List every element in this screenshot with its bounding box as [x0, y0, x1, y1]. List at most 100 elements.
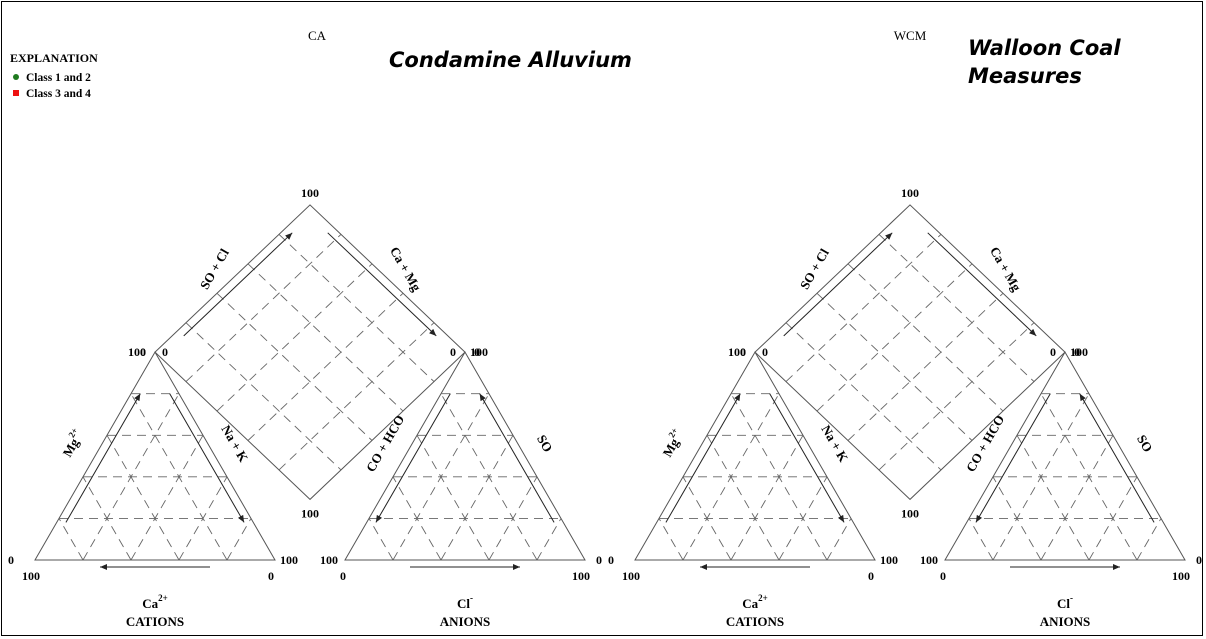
anion-triangle: [344, 351, 586, 561]
arrowhead: [975, 514, 983, 523]
legend-label-class34: Class 3 and 4: [26, 88, 91, 100]
arrowhead: [885, 232, 893, 240]
cation-label: CATIONS: [126, 614, 184, 629]
panel-title-wcm-line1: Walloon Coal: [968, 36, 1121, 60]
grid-line: [878, 322, 1035, 471]
arrowhead: [700, 564, 707, 570]
central-diamond: [754, 204, 1066, 501]
grid-line: [785, 234, 942, 382]
legend-marker-class34: [13, 90, 19, 96]
tick-cation-top-left: 100: [128, 345, 146, 359]
so4-cl-axis-arrow: [183, 232, 293, 337]
grid-line: [706, 435, 780, 561]
grid-line: [847, 292, 1004, 441]
tick-anion-top-right: 100: [470, 345, 488, 359]
central-diamond: [154, 204, 466, 501]
grid-line: [185, 234, 342, 382]
tick-anion-bottom-right: 0: [596, 553, 602, 567]
grid-line: [1016, 435, 1090, 561]
grid-line: [968, 518, 994, 561]
grid-line: [130, 435, 204, 561]
ca-mg-axis-arrow: [327, 232, 437, 337]
so4-cl-axis-label: SO + Cl: [797, 246, 832, 292]
grid-line: [440, 393, 538, 561]
ca-mg-axis-label: Ca + Mg: [387, 244, 425, 294]
ca-mg-axis-label: Ca + Mg: [987, 244, 1025, 294]
tick-diamond-right: 0: [474, 345, 480, 359]
grid-line: [730, 435, 804, 561]
grid-line: [368, 518, 394, 561]
arrowhead: [1113, 564, 1120, 570]
arrowhead: [1079, 393, 1086, 402]
arrowhead: [479, 393, 486, 402]
tick-anion-bottom-right-axis: 100: [1172, 569, 1190, 583]
mg-axis-label: Mg2+: [57, 426, 87, 460]
panel-code-ca: CA: [308, 28, 327, 43]
legend-label-class12: Class 1 and 2: [26, 72, 91, 84]
cation-label: CATIONS: [726, 614, 784, 629]
tick-anion-bottom-left: 100: [920, 553, 938, 567]
tick-cation-bottom-left: 0: [608, 553, 614, 567]
tick-cation-bottom-right: 100: [280, 553, 298, 567]
anion-ion-label: Cl-: [1057, 593, 1073, 611]
nak-axis-label: Na + K: [218, 422, 251, 465]
grid-line: [785, 322, 942, 471]
tick-cation-bottom-left-axis: 100: [22, 569, 40, 583]
grid-line: [682, 476, 732, 561]
mg-axis-arrow: [665, 393, 741, 523]
arrowhead: [237, 514, 245, 523]
ca-mg-axis-arrow: [927, 232, 1037, 337]
grid-line: [847, 263, 1004, 412]
grid-line: [536, 518, 562, 561]
panel-title-wcm-line2: Measures: [968, 64, 1082, 88]
tick-anion-top-left: 0: [450, 345, 456, 359]
grid-line: [416, 435, 490, 561]
grid-line: [106, 435, 180, 561]
grid-line: [878, 234, 1035, 382]
grid-line: [816, 292, 973, 441]
tick-cation-top-right: 0: [162, 345, 168, 359]
tick-diamond-bottom: 100: [901, 506, 919, 520]
grid-line: [1136, 518, 1162, 561]
tick-cation-bottom-left-axis: 100: [622, 569, 640, 583]
grid-line: [992, 476, 1042, 561]
tick-diamond-left: 0: [740, 345, 746, 359]
grid-line: [185, 322, 342, 471]
grid-line: [816, 263, 973, 412]
arrowhead: [429, 328, 437, 336]
grid-line: [826, 518, 852, 561]
so4-axis-label: SO: [534, 432, 556, 455]
nak-axis-label: Na + K: [818, 422, 851, 465]
arrowhead: [513, 564, 520, 570]
nak-axis-arrow: [769, 393, 845, 523]
grid-line: [216, 292, 373, 441]
legend-title: EXPLANATION: [10, 51, 98, 65]
panel-code-wcm: WCM: [894, 28, 927, 43]
grid-line: [440, 435, 514, 561]
arrowhead: [134, 393, 141, 402]
cation-ion-label: Ca2+: [142, 593, 168, 611]
tick-diamond-right: 0: [1074, 345, 1080, 359]
grid-line: [658, 518, 684, 561]
so4-cl-axis-label: SO + Cl: [197, 246, 232, 292]
grid-line: [278, 234, 435, 382]
so4-axis-arrow: [479, 393, 555, 523]
tick-cation-bottom-right-axis: 0: [868, 569, 874, 583]
arrowhead: [100, 564, 107, 570]
mg-axis-label: Mg2+: [657, 426, 687, 460]
tick-anion-top-left: 0: [1050, 345, 1056, 359]
anion-triangle: [944, 351, 1186, 561]
tick-anion-bottom-left-axis: 0: [340, 569, 346, 583]
grid-line: [58, 518, 84, 561]
tick-anion-bottom-right-axis: 100: [572, 569, 590, 583]
grid-line: [216, 263, 373, 412]
grid-line: [392, 476, 442, 561]
co3-axis-arrow: [975, 393, 1051, 523]
cation-ion-label: Ca2+: [742, 593, 768, 611]
tick-diamond-left: 0: [140, 345, 146, 359]
tick-diamond-bottom: 100: [301, 506, 319, 520]
anion-ion-label: Cl-: [457, 593, 473, 611]
panel-title-ca: Condamine Alluvium: [389, 48, 632, 72]
